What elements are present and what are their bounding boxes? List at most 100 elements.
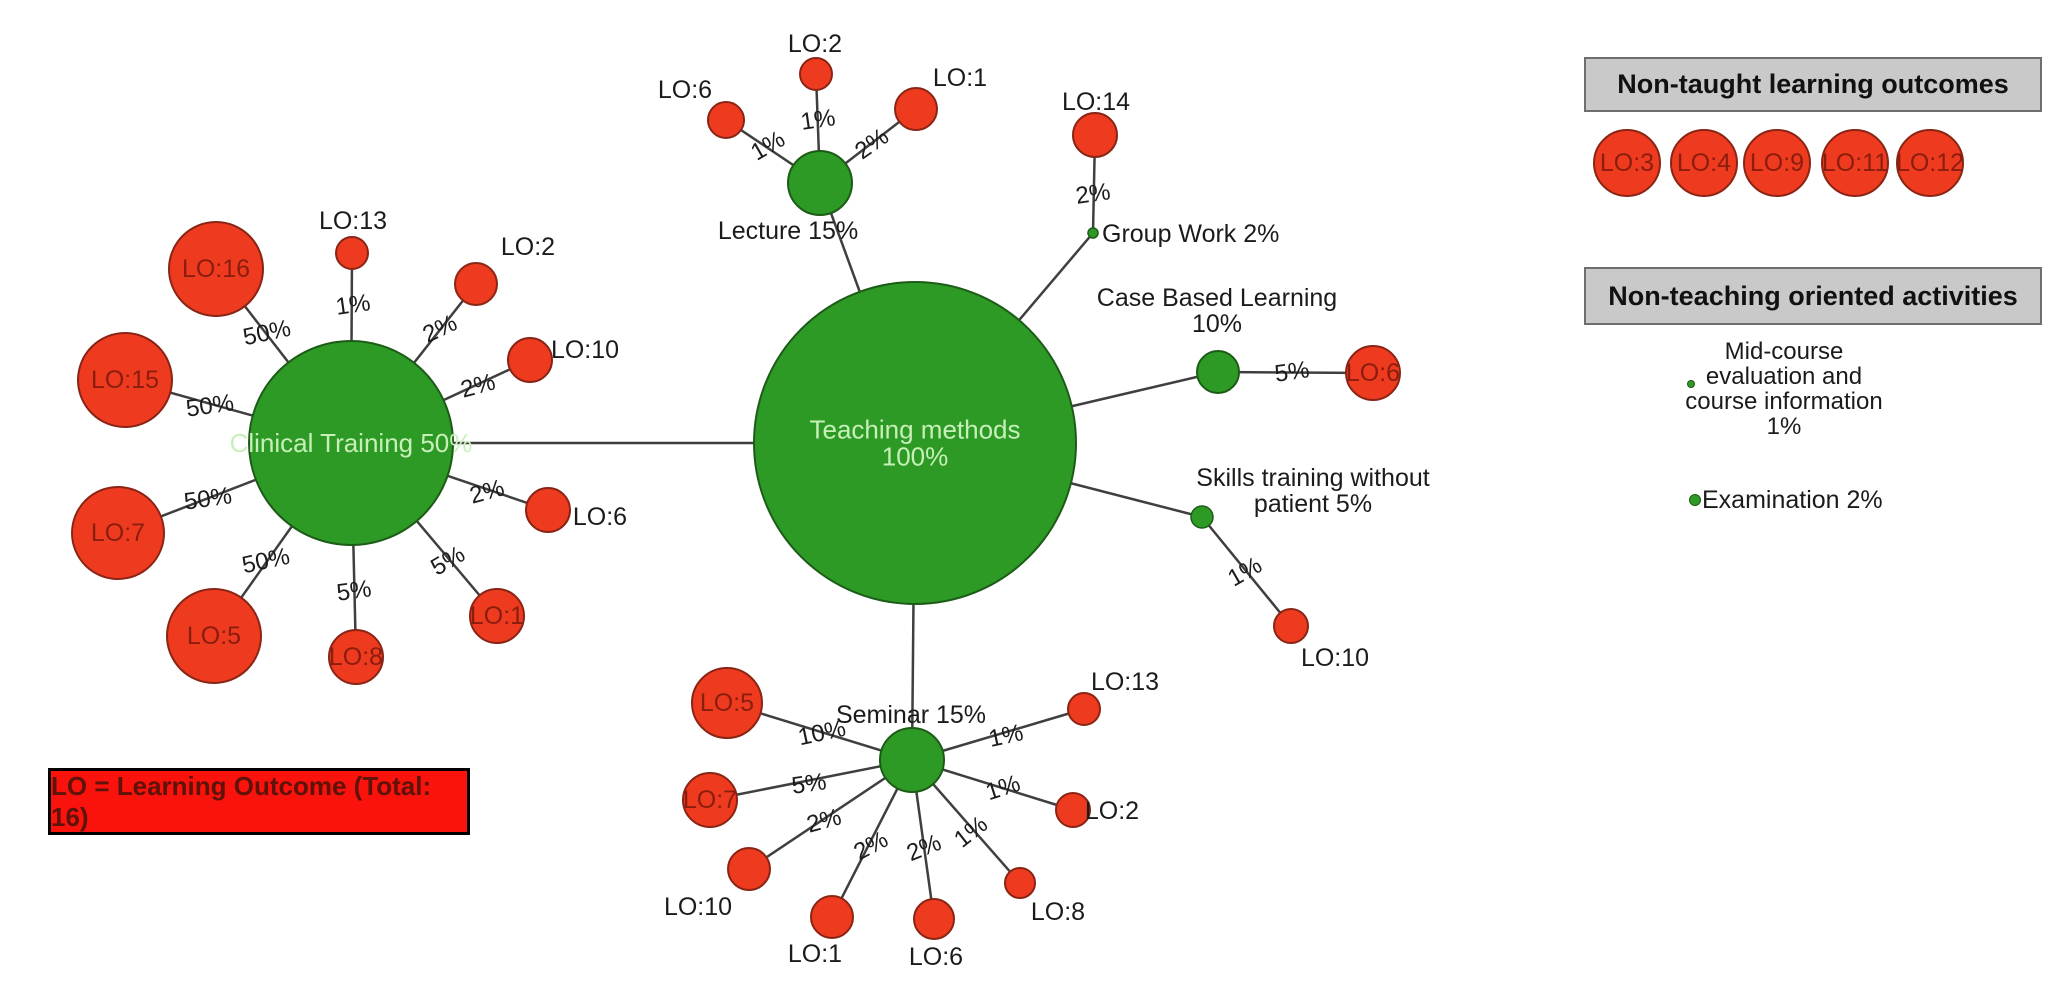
label-cbl: Case Based Learning [1097, 284, 1337, 312]
edge-skills-sk-lo10 [1201, 516, 1292, 627]
label-tm: 100% [882, 442, 949, 472]
lo-chip-label: LO:9 [1749, 148, 1805, 177]
node-ct-lo5-lo-circle [166, 588, 262, 684]
node-sem-lo1-lo-circle [810, 895, 854, 939]
node-ct-lo16-lo-circle [168, 221, 264, 317]
non-teaching-title: Non-teaching oriented activities [1608, 280, 2018, 311]
label-ct-lo13: LO:13 [319, 207, 387, 235]
node-lec-lo1-lo-circle [894, 87, 938, 131]
non-taught-lo-9: LO:9 [1743, 129, 1811, 197]
label-gw: Group Work 2% [1102, 220, 1279, 248]
label-ct-lo15: LO:15 [91, 366, 159, 394]
edge-label-2%: 2% [1074, 178, 1112, 210]
label-lec: Lecture 15% [718, 217, 858, 245]
label-skills: Skills training without [1196, 464, 1429, 492]
edge-label-1%: 1% [1223, 552, 1267, 593]
edge-label-50%: 50% [184, 389, 235, 422]
edge-label-2%: 2% [458, 368, 498, 403]
node-sem-lo6-lo-circle [913, 898, 955, 940]
node-sem-lo5-lo-circle [691, 667, 763, 739]
edge-label-50%: 50% [241, 315, 294, 351]
node-ct-lo8-lo-circle [328, 629, 384, 685]
label-ct-lo5: LO:5 [187, 622, 241, 650]
legend-box: LO = Learning Outcome (Total: 16) [48, 768, 470, 835]
label-lec-lo2: LO:2 [788, 30, 842, 58]
node-lec-circle [787, 150, 853, 216]
edge-label-1%: 1% [746, 126, 790, 167]
label-lec-lo1: LO:1 [933, 64, 987, 92]
edge-label-1%: 1% [334, 289, 372, 321]
label-sem-lo1: LO:1 [788, 940, 842, 968]
label-sem-lo6: LO:6 [909, 943, 963, 971]
label-ct-lo6: LO:6 [573, 503, 627, 531]
node-skills-circle [1190, 505, 1214, 529]
node-ct-lo15-lo-circle [77, 332, 173, 428]
label-cbl: 10% [1192, 310, 1242, 338]
edge-sem-sem-lo7 [709, 758, 913, 802]
edge-label-1%: 1% [949, 811, 993, 854]
node-sem-lo7-lo-circle [682, 772, 738, 828]
edge-label-2%: 2% [804, 803, 844, 838]
node-cbl-circle [1196, 350, 1240, 394]
edge-label-5%: 5% [1273, 356, 1311, 388]
label-ct-lo8: LO:8 [329, 643, 383, 671]
midcourse-activity: Mid-course evaluation and course informa… [1674, 339, 1894, 439]
edge-label-10%: 10% [796, 715, 849, 751]
edge-label-2%: 2% [419, 309, 462, 348]
node-sem-lo13-lo-circle [1067, 692, 1101, 726]
label-ct-lo10: LO:10 [551, 336, 619, 364]
label-tm: Teaching methods [809, 415, 1020, 445]
edge-label-2%: 2% [467, 474, 507, 509]
midcourse-dot-icon [1687, 380, 1695, 388]
non-taught-lo-12: LO:12 [1896, 129, 1964, 197]
label-ct: Clinical Training 50% [230, 428, 473, 458]
node-sem-lo10-lo-circle [727, 847, 771, 891]
label-sem-lo13: LO:13 [1091, 668, 1159, 696]
examination-dot-icon [1689, 494, 1701, 506]
edge-label-1%: 1% [986, 719, 1026, 753]
edge-label-5%: 5% [335, 575, 373, 607]
edge-label-2%: 2% [903, 829, 945, 867]
node-lec-lo6-lo-circle [707, 101, 745, 139]
label-sem-lo7: LO:7 [683, 786, 737, 814]
node-gw-circle [1087, 227, 1099, 239]
node-ct-lo13-lo-circle [335, 236, 369, 270]
node-cbl-lo6-lo-circle [1345, 345, 1401, 401]
label-sk-lo10: LO:10 [1301, 644, 1369, 672]
non-taught-title: Non-taught learning outcomes [1617, 69, 2009, 99]
midcourse-line: evaluation and [1705, 363, 1863, 390]
edge-label-50%: 50% [182, 482, 233, 515]
edge-label-5%: 5% [790, 768, 828, 800]
node-sem-lo2-lo-circle [1055, 792, 1091, 828]
edge-label-2%: 2% [850, 123, 894, 165]
non-taught-lo-11: LO:11 [1821, 129, 1889, 197]
node-lec-lo2-lo-circle [799, 57, 833, 91]
non-taught-header: Non-taught learning outcomes [1584, 57, 2042, 112]
node-tm-circle [753, 281, 1077, 605]
midcourse-line: course information [1685, 388, 1883, 415]
label-cbl-lo6: LO:6 [1346, 359, 1400, 387]
node-ct-lo2-lo-circle [454, 262, 498, 306]
edge-label-1%: 1% [799, 104, 837, 136]
node-ct-lo10-lo-circle [507, 337, 553, 383]
legend-text: LO = Learning Outcome (Total: 16) [51, 770, 432, 832]
edge-label-2%: 2% [849, 826, 892, 866]
node-sem-lo8-lo-circle [1004, 867, 1036, 899]
midcourse-line: 1% [1766, 413, 1802, 440]
node-sk-lo10-lo-circle [1273, 608, 1309, 644]
lo-chip-label: LO:11 [1821, 148, 1889, 177]
node-ct-lo7-lo-circle [71, 486, 165, 580]
label-ct-lo1: LO:1 [470, 602, 524, 630]
non-taught-lo-3: LO:3 [1593, 129, 1661, 197]
examination-activity: Examination 2% [1702, 486, 1883, 514]
node-ct-circle [248, 340, 454, 546]
label-sem-lo5: LO:5 [700, 689, 754, 717]
lo-chip-label: LO:12 [1895, 148, 1965, 177]
label-skills: patient 5% [1254, 490, 1372, 518]
label-ct-lo16: LO:16 [182, 255, 250, 283]
edge-label-1%: 1% [982, 770, 1023, 806]
label-lo14: LO:14 [1062, 88, 1130, 116]
node-ct-lo1-lo-circle [469, 588, 525, 644]
